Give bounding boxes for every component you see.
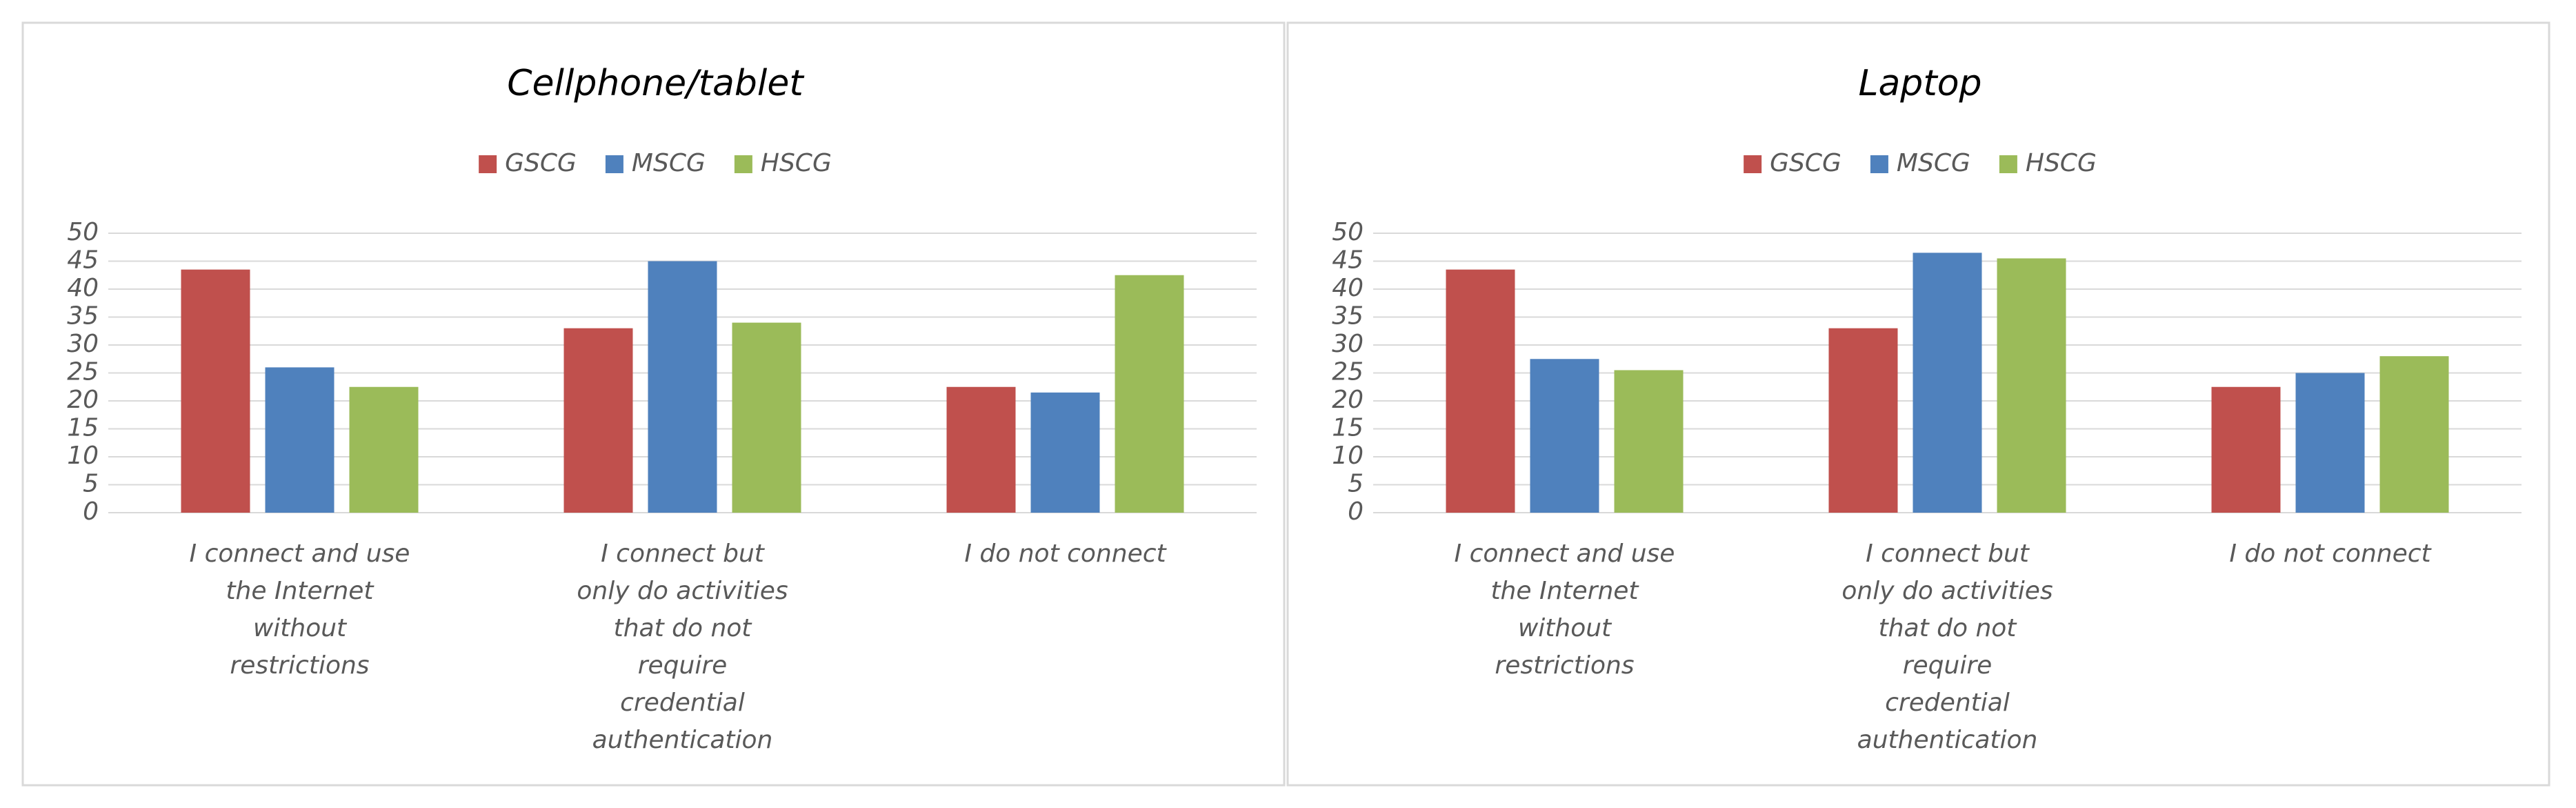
legend-swatch [479, 155, 497, 173]
bar [648, 261, 717, 513]
y-tick-label: 0 [83, 497, 99, 526]
bar [1115, 275, 1184, 513]
y-tick-label: 15 [67, 414, 99, 442]
legend-label: GSCG [1770, 149, 1841, 177]
chart-title: Cellphone/tablet [507, 63, 804, 104]
bar [1614, 370, 1684, 513]
x-tick-label: I do not connect [964, 540, 1166, 568]
legend-label: MSCG [632, 149, 706, 177]
y-tick-label: 30 [1332, 330, 1364, 358]
legend-swatch [1999, 155, 2017, 173]
y-tick-label: 25 [1332, 358, 1364, 386]
legend: GSCG MSCG HSCG [1744, 149, 2097, 177]
y-tick-label: 20 [1332, 386, 1364, 414]
bar [2211, 386, 2281, 513]
y-tick-label: 50 [67, 218, 99, 246]
chart-title: Laptop [1858, 63, 1981, 104]
y-tick-label: 25 [67, 358, 99, 386]
legend-label: HSCG [2026, 149, 2097, 177]
x-tick-label: I connect but only do activities that do… [1841, 540, 2053, 754]
y-tick-label: 50 [1332, 218, 1364, 246]
y-tick-label: 45 [67, 246, 99, 275]
y-tick-label: 40 [67, 274, 99, 302]
y-tick-label: 35 [67, 302, 99, 331]
y-tick-label: 0 [1348, 497, 1364, 526]
bar [2295, 373, 2365, 513]
panel [21, 21, 1286, 787]
bar [181, 269, 250, 513]
bar [1828, 328, 1898, 513]
bar [1030, 392, 1100, 513]
x-tick-label: I connect and use the Internet without r… [189, 540, 410, 680]
bar [732, 322, 801, 513]
bar [946, 386, 1016, 513]
legend-label: GSCG [505, 149, 577, 177]
y-tick-label: 5 [1348, 470, 1364, 498]
y-tick-label: 30 [67, 330, 99, 358]
x-tick-label: I do not connect [2229, 540, 2431, 568]
legend-swatch [1744, 155, 1762, 173]
y-tick-label: 45 [1332, 246, 1364, 275]
y-tick-label: 10 [67, 442, 99, 470]
bar [2379, 356, 2449, 513]
y-tick-label: 15 [1332, 414, 1364, 442]
bar [349, 386, 419, 513]
bar [563, 328, 633, 513]
x-tick-label: I connect and use the Internet without r… [1454, 540, 1675, 680]
bar [1913, 253, 1982, 513]
legend-swatch [734, 155, 752, 173]
bar [265, 367, 335, 513]
legend-label: MSCG [1897, 149, 1970, 177]
x-tick-label: I connect but only do activities that do… [577, 540, 788, 754]
legend-swatch [605, 155, 623, 173]
panel [1286, 21, 2550, 787]
bar [1997, 258, 2066, 513]
legend-swatch [1870, 155, 1888, 173]
legend-label: HSCG [761, 149, 832, 177]
y-tick-label: 5 [83, 470, 99, 498]
bar [1446, 269, 1515, 513]
y-tick-label: 40 [1332, 274, 1364, 302]
y-tick-label: 20 [67, 386, 99, 414]
bar [1530, 359, 1599, 513]
y-tick-label: 10 [1332, 442, 1364, 470]
legend: GSCG MSCG HSCG [479, 149, 832, 177]
y-tick-label: 35 [1332, 302, 1364, 331]
